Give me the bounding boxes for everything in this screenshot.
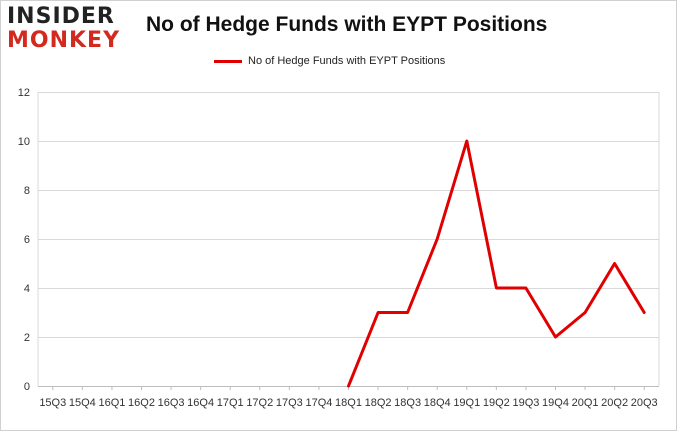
x-tick-label: 16Q2 bbox=[128, 397, 155, 409]
x-tick-label: 17Q2 bbox=[246, 397, 273, 409]
legend-label: No of Hedge Funds with EYPT Positions bbox=[248, 55, 446, 67]
x-tick-label: 19Q2 bbox=[483, 397, 510, 409]
legend-line-swatch bbox=[214, 59, 242, 63]
x-tick-label: 18Q1 bbox=[335, 397, 362, 409]
x-tick-label: 20Q3 bbox=[631, 397, 658, 409]
x-tick-label: 16Q4 bbox=[187, 397, 214, 409]
x-tick-label: 17Q4 bbox=[305, 397, 332, 409]
x-tick-label: 19Q3 bbox=[512, 397, 539, 409]
y-tick-label: 6 bbox=[24, 234, 30, 246]
y-tick-label: 12 bbox=[18, 87, 30, 99]
x-tick-label: 20Q1 bbox=[572, 397, 599, 409]
x-tick-label: 15Q3 bbox=[39, 397, 66, 409]
y-tick-label: 4 bbox=[24, 283, 30, 295]
x-tick-label: 16Q1 bbox=[98, 397, 125, 409]
y-tick-label: 8 bbox=[24, 185, 30, 197]
x-tick-label: 18Q2 bbox=[365, 397, 392, 409]
chart-title: No of Hedge Funds with EYPT Positions bbox=[146, 13, 548, 36]
x-tick-label: 17Q1 bbox=[217, 397, 244, 409]
x-tick-label: 16Q3 bbox=[158, 397, 185, 409]
logo-line-bottom: MONKEY bbox=[7, 28, 121, 53]
y-tick-label: 2 bbox=[24, 332, 30, 344]
x-tick-label: 18Q3 bbox=[394, 397, 421, 409]
chart-legend: No of Hedge Funds with EYPT Positions bbox=[214, 55, 445, 67]
x-tick-label: 19Q1 bbox=[453, 397, 480, 409]
x-tick-label: 18Q4 bbox=[424, 397, 451, 409]
insider-monkey-logo: INSIDER MONKEY bbox=[7, 5, 129, 53]
y-tick-label: 0 bbox=[24, 381, 30, 393]
series-line bbox=[347, 139, 646, 388]
logo-line-top: INSIDER bbox=[7, 4, 115, 29]
y-tick-label: 10 bbox=[18, 136, 30, 148]
x-tick-label: 20Q2 bbox=[601, 397, 628, 409]
x-tick-label: 17Q3 bbox=[276, 397, 303, 409]
x-tick-label: 15Q4 bbox=[69, 397, 96, 409]
x-tick-label: 19Q4 bbox=[542, 397, 569, 409]
